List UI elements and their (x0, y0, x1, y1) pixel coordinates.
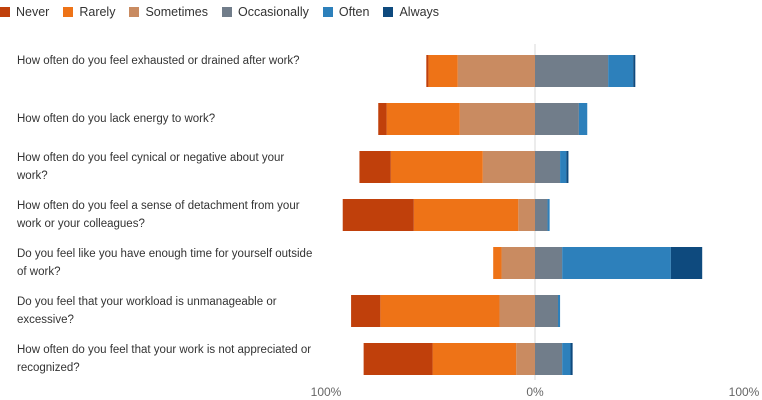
bar-segment-always (570, 343, 573, 375)
bar-segment-often (547, 199, 550, 231)
chart-legend: Never Rarely Sometimes Occasionally Ofte… (0, 3, 453, 21)
bar-segment-sometimes (459, 103, 535, 135)
x-tick-label: 100% (729, 385, 760, 399)
bar-segment-occasionally (535, 151, 561, 183)
legend-swatch-never (0, 7, 10, 17)
bar-segment-often (557, 295, 561, 327)
bar-segment-often (562, 247, 671, 279)
bar-segment-occasionally (535, 103, 579, 135)
x-tick-label: 100% (311, 385, 342, 399)
bar-segment-never (342, 199, 414, 231)
bar-segment-occasionally (535, 247, 563, 279)
legend-item-rarely: Rarely (63, 5, 115, 19)
bar-segment-rarely (428, 55, 458, 87)
category-label: How often do you feel cynical or negativ… (17, 152, 285, 182)
bar-segment-rarely (380, 295, 500, 327)
bar-segment-occasionally (535, 55, 609, 87)
legend-item-occasionally: Occasionally (222, 5, 309, 19)
legend-item-sometimes: Sometimes (129, 5, 208, 19)
category-label: Do you feel that your workload is unmana… (17, 296, 277, 326)
bar-segment-rarely (432, 343, 517, 375)
legend-swatch-often (322, 7, 333, 17)
bar-segment-sometimes (518, 199, 535, 231)
legend-swatch-sometimes (129, 7, 140, 17)
legend-label-often: Often (338, 5, 370, 19)
legend-label-occasionally: Occasionally (238, 5, 309, 19)
bar-segment-never (426, 55, 429, 87)
bar-segment-rarely (413, 199, 519, 231)
category-label: Do you feel like you have enough time fo… (17, 248, 313, 278)
bar-segment-never (378, 103, 387, 135)
bar-segment-rarely (390, 151, 483, 183)
bar-segment-always (566, 151, 569, 183)
bar-segment-rarely (386, 103, 460, 135)
bar-segment-rarely (493, 247, 502, 279)
bar-segment-often (560, 151, 567, 183)
category-label: How often do you feel that your work is … (17, 344, 312, 374)
bar-segment-never (359, 151, 391, 183)
x-tick-label: 0% (526, 385, 544, 399)
bar-segment-sometimes (516, 343, 535, 375)
bar-segment-often (562, 343, 571, 375)
bar-segment-never (363, 343, 433, 375)
bar-segment-sometimes (457, 55, 535, 87)
legend-swatch-rarely (63, 7, 74, 17)
category-label: How often do you feel a sense of detachm… (17, 200, 300, 230)
legend-item-always: Always (383, 5, 439, 19)
bar-segment-occasionally (535, 343, 563, 375)
legend-swatch-occasionally (222, 7, 232, 17)
bar-segment-always (670, 247, 703, 279)
legend-label-sometimes: Sometimes (145, 5, 208, 19)
category-label: How often do you lack energy to work? (17, 113, 216, 125)
bar-segment-always (633, 55, 636, 87)
category-label: How often do you feel exhausted or drain… (17, 55, 300, 67)
legend-item-never: Never (0, 5, 49, 19)
bar-segment-often (578, 103, 588, 135)
bar-segment-occasionally (535, 295, 558, 327)
bar-segment-sometimes (482, 151, 535, 183)
bar-segment-occasionally (535, 199, 548, 231)
bar-segment-sometimes (501, 247, 535, 279)
bar-segment-sometimes (499, 295, 535, 327)
legend-label-always: Always (399, 5, 440, 19)
legend-label-rarely: Rarely (79, 5, 116, 19)
legend-swatch-always (383, 7, 394, 17)
bar-segment-never (351, 295, 381, 327)
bar-segment-often (608, 55, 634, 87)
legend-label-never: Never (16, 5, 50, 19)
legend-item-often: Often (322, 5, 370, 19)
